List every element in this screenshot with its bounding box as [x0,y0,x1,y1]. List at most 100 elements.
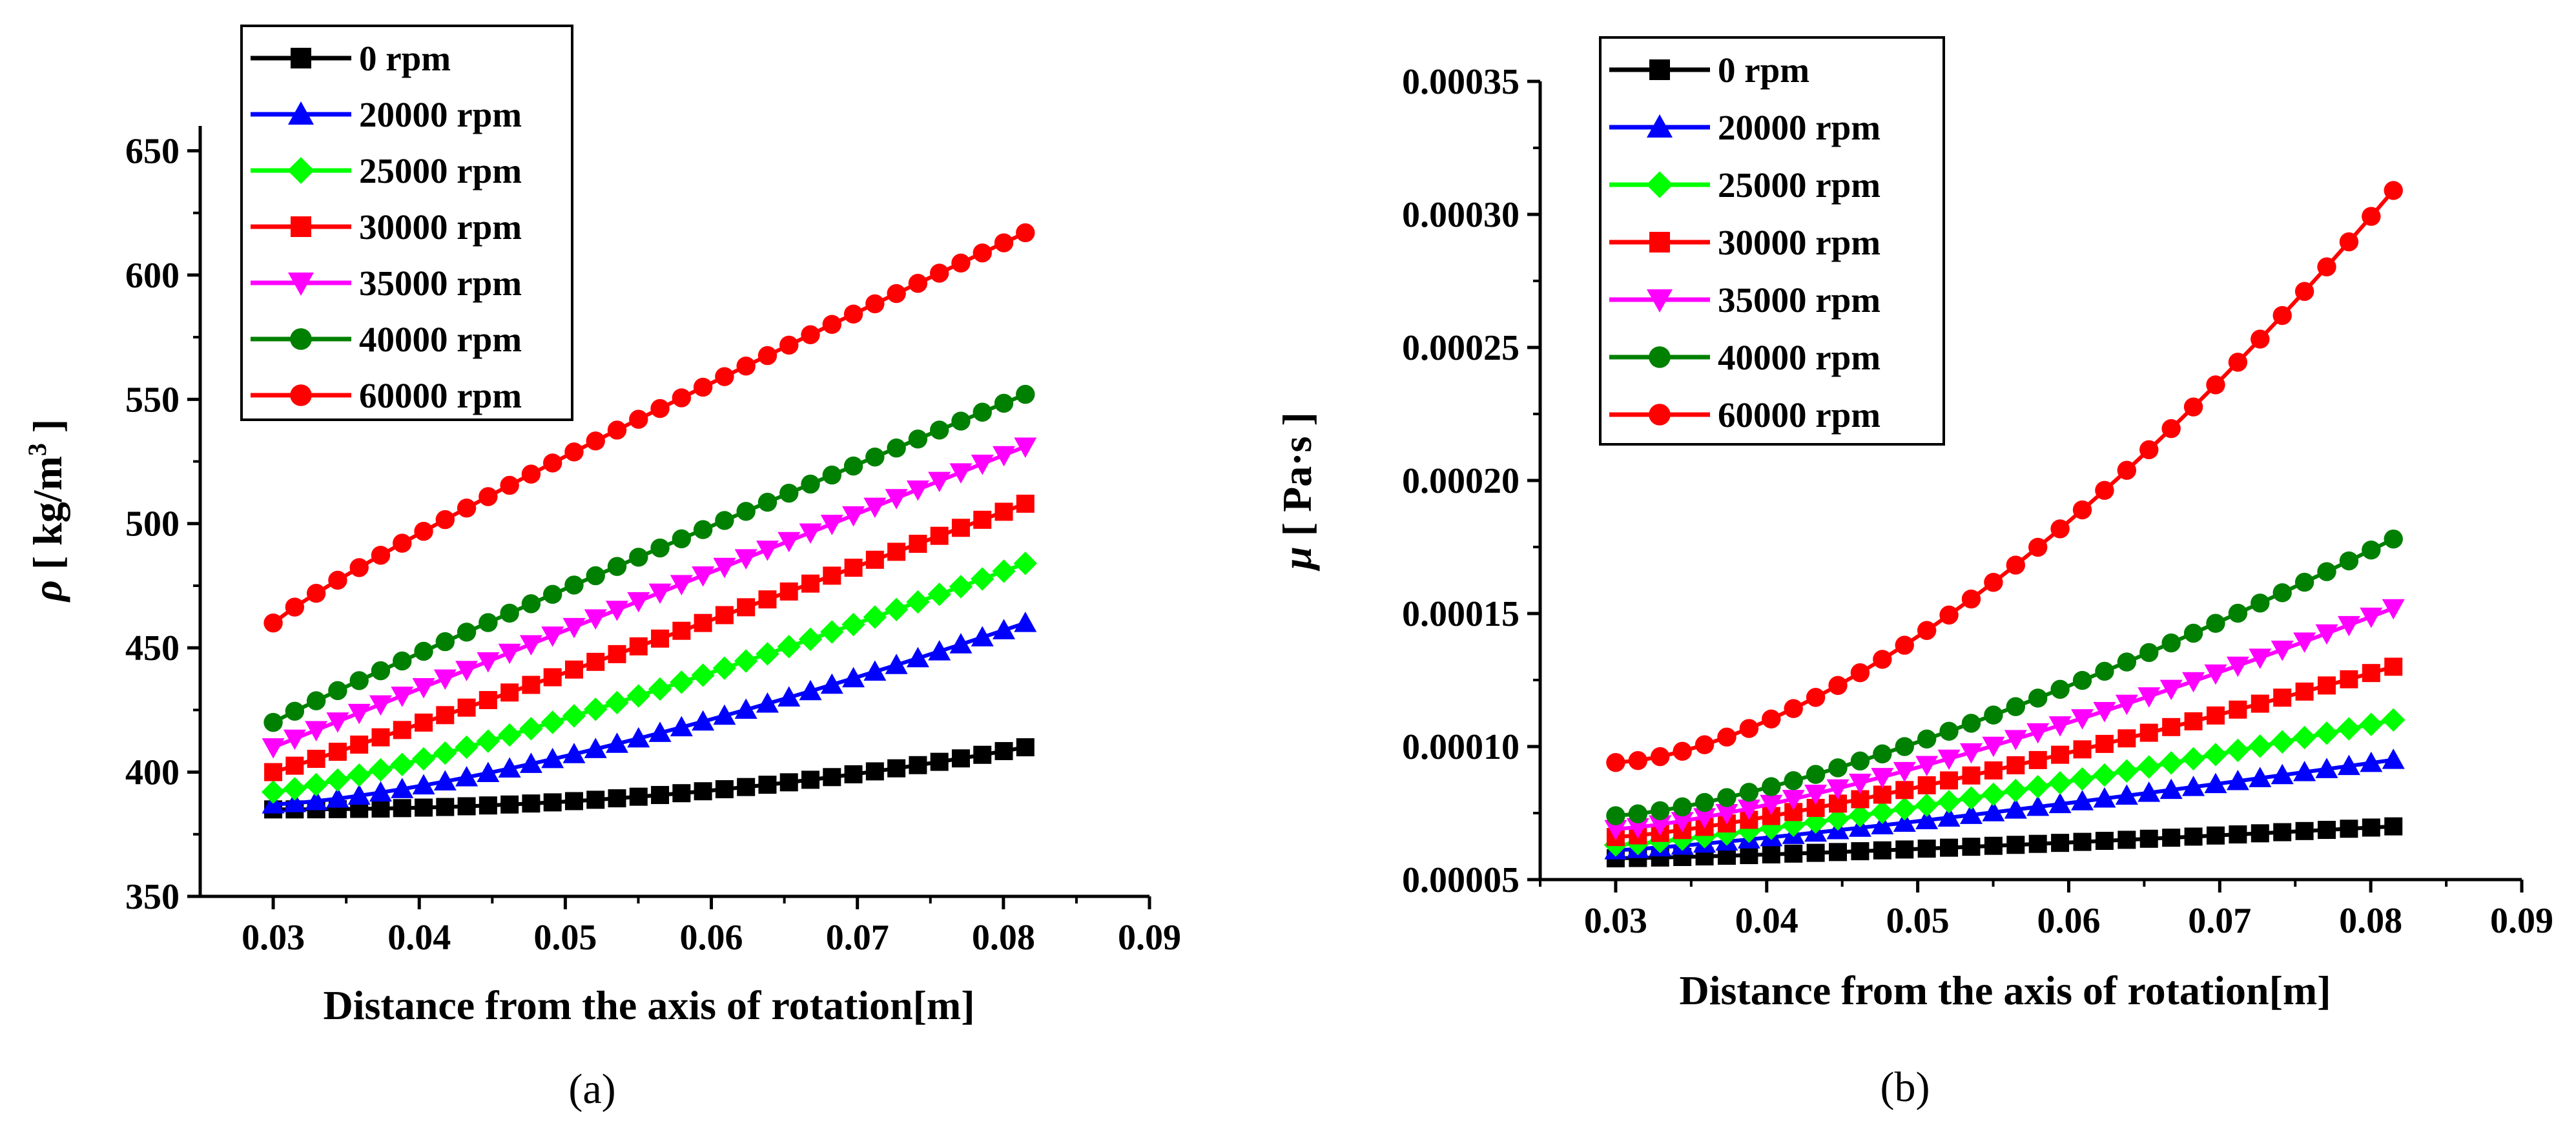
data-point [1739,719,1759,738]
legend-label: 35000 rpm [359,263,522,303]
y-axis-label-unit: [ Pa·s [1274,437,1320,547]
chart-panel-1: 0.03 0.04 0.05 0.06 0.07 0.08 0.09 350 400 450 500… [23,25,1181,1113]
data-point [326,787,349,808]
data-point [2229,700,2247,719]
data-point [435,632,455,652]
data-point [541,626,564,647]
data-point [479,796,497,815]
data-point [2139,643,2159,663]
data-point [2162,717,2181,736]
data-point [2315,758,2338,778]
data-point [2314,721,2339,745]
data-point [973,243,992,263]
data-point [2048,716,2072,737]
data-point [1762,777,1781,796]
data-point [994,502,1013,521]
data-point [887,439,906,458]
data-point [865,550,884,569]
data-point [1651,747,1670,767]
data-point [562,743,586,763]
data-point [843,304,863,324]
data-point [433,669,457,690]
data-point [1693,808,1716,829]
data-point [564,792,583,810]
data-point [715,367,734,386]
x-tick-label: 0.07 [2188,901,2251,941]
data-point [1893,761,1916,783]
data-point [757,493,778,512]
data-point [455,661,479,681]
data-point [393,799,411,818]
data-point [629,548,648,567]
data-point [2226,738,2250,763]
data-point [734,649,758,673]
x-tick-label: 0.09 [1118,918,1181,958]
data-point [586,431,605,451]
data-point [1781,813,1806,838]
data-point [842,666,865,688]
x-tick-label: 0.05 [1886,901,1950,941]
series-40000-rpm [263,384,1035,732]
data-point [1806,765,1826,784]
data-point [1806,843,1825,862]
legend-item: 30000 rpm [251,207,522,247]
data-point [779,483,799,503]
data-point [1717,788,1736,807]
data-point [2026,723,2050,744]
y-axis-label-superscript: 3 [23,443,52,456]
y-tick-label: 0.00010 [1402,727,1520,767]
x-tick-label: 0.03 [1584,901,1647,941]
data-point [1895,781,1914,800]
data-point [844,765,863,783]
data-point [779,582,798,601]
data-point [2051,834,2070,852]
legend-marker [1649,404,1671,426]
data-point [519,752,542,773]
legend-marker [291,48,311,68]
legend-item: 40000 rpm [251,320,522,359]
data-point [347,763,371,787]
data-point [2317,257,2336,276]
legend-label: 20000 rpm [1718,108,1880,147]
series-30000-rpm [264,494,1035,781]
data-point [1848,803,1872,828]
data-point [2004,730,2027,750]
data-point [2318,821,2336,840]
data-point [799,679,822,701]
data-point [823,768,841,787]
legend-label: 20000 rpm [359,95,522,134]
data-point [949,463,973,484]
series-25000-rpm [261,552,1037,804]
data-point [1649,815,1672,836]
y-tick-label: 0.00015 [1402,594,1520,634]
y-tick-label: 400 [125,753,180,793]
data-point [1939,721,1959,741]
data-point [1850,751,1870,771]
data-point [391,686,414,707]
y-tick-label: 650 [125,131,180,171]
legend-label: 25000 rpm [359,151,522,191]
data-point [1984,705,2003,725]
data-point [2273,823,2292,841]
legend-marker [290,384,312,406]
data-point [973,510,992,529]
data-point [433,741,457,765]
data-point [264,763,283,781]
data-point [2117,460,2137,480]
data-point [2340,670,2358,688]
data-point [2359,712,2384,736]
data-point [1826,807,1850,831]
data-point [2117,831,2136,849]
legend-marker [1649,232,1670,253]
data-point [2293,725,2316,750]
data-point [672,784,691,803]
data-point [371,661,391,681]
data-point [949,575,973,599]
data-point [2050,679,2070,699]
x-tick-label: 0.09 [2490,901,2553,941]
data-point [1673,741,1692,761]
data-point [2251,593,2270,613]
series-60000-rpm [263,223,1035,633]
data-point [844,559,863,577]
data-point [1013,552,1037,575]
